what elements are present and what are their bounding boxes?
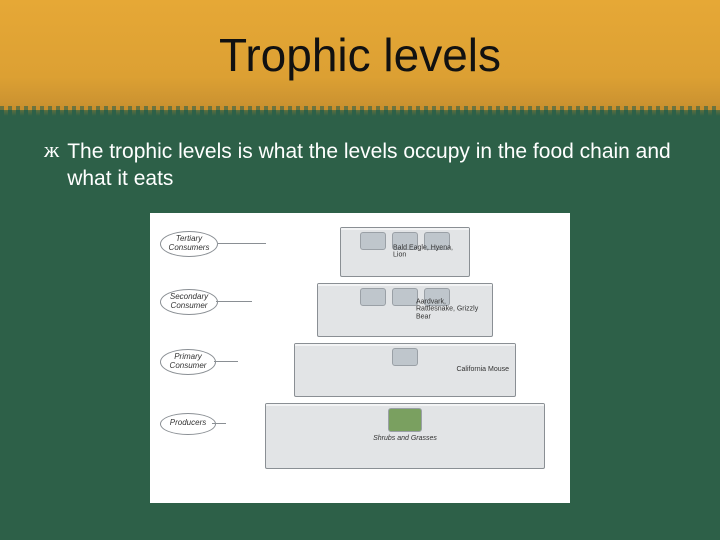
tier-examples-label: California Mouse — [456, 366, 509, 374]
tier-images — [272, 408, 538, 432]
organism-image — [392, 288, 418, 306]
organism-image — [392, 348, 418, 366]
tier-examples-label: Aardvark, Rattlesnake, Grizzly Bear — [416, 298, 486, 321]
connector-line — [212, 423, 226, 424]
organism-image — [360, 288, 386, 306]
tier-examples-label: Shrubs and Grasses — [272, 435, 538, 443]
pyramid-tier-2: California Mouse — [294, 343, 516, 397]
trophic-pyramid-diagram: Bald Eagle, Hyena, Lion Aardvark, Rattles… — [150, 213, 570, 503]
pyramid-tier-3: Shrubs and Grasses — [265, 403, 545, 469]
tier-examples-label: Bald Eagle, Hyena, Lion — [393, 244, 463, 259]
pyramid-tier-0: Bald Eagle, Hyena, Lion — [340, 227, 470, 277]
trophic-level-label-0: Tertiary Consumers — [160, 231, 218, 257]
pyramid-tier-1: Aardvark, Rattlesnake, Grizzly Bear — [317, 283, 493, 337]
pyramid-container: Bald Eagle, Hyena, Lion Aardvark, Rattles… — [250, 227, 560, 487]
bullet-glyph-icon: ж — [44, 136, 59, 165]
slide-title: Trophic levels — [219, 28, 501, 82]
tier-images — [301, 348, 509, 366]
trophic-level-label-2: Primary Consumer — [160, 349, 216, 375]
organism-image — [360, 232, 386, 250]
trophic-level-label-3: Producers — [160, 413, 216, 435]
connector-line — [214, 361, 238, 362]
slide-body: ж The trophic levels is what the levels … — [0, 110, 720, 503]
connector-line — [218, 243, 266, 244]
bullet-item: ж The trophic levels is what the levels … — [44, 138, 676, 193]
connector-line — [216, 301, 252, 302]
bullet-text: The trophic levels is what the levels oc… — [67, 138, 676, 193]
trophic-level-label-1: Secondary Consumer — [160, 289, 218, 315]
slide-header: Trophic levels — [0, 0, 720, 110]
organism-image — [388, 408, 422, 432]
